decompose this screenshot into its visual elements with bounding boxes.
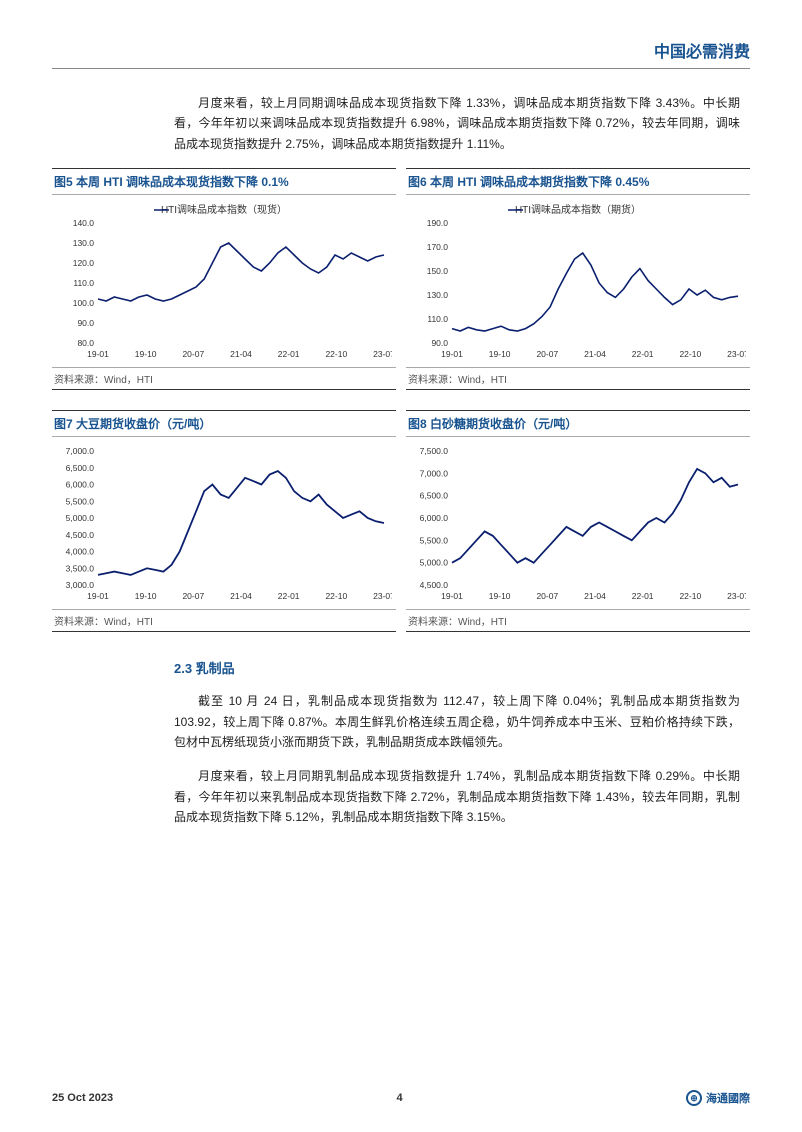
chart-row-1: 图5 本周 HTI 调味品成本现货指数下降 0.1% HTI调味品成本指数（现货… bbox=[52, 168, 750, 390]
svg-text:23-07: 23-07 bbox=[373, 591, 392, 601]
svg-text:22-10: 22-10 bbox=[325, 591, 347, 601]
svg-text:5,000.0: 5,000.0 bbox=[420, 558, 449, 568]
svg-text:19-10: 19-10 bbox=[135, 349, 157, 359]
svg-text:90.0: 90.0 bbox=[77, 318, 94, 328]
svg-text:140.0: 140.0 bbox=[73, 218, 95, 228]
svg-text:20-07: 20-07 bbox=[536, 591, 558, 601]
paragraph-3: 月度来看，较上月同期乳制品成本现货指数提升 1.74%，乳制品成本期货指数下降 … bbox=[174, 766, 740, 827]
svg-text:22-01: 22-01 bbox=[278, 349, 300, 359]
svg-text:21-04: 21-04 bbox=[584, 591, 606, 601]
chart-7-title: 图7 大豆期货收盘价（元/吨） bbox=[52, 411, 396, 437]
svg-text:21-04: 21-04 bbox=[584, 349, 606, 359]
svg-text:19-01: 19-01 bbox=[441, 349, 463, 359]
footer-page-number: 4 bbox=[397, 1092, 403, 1104]
paragraph-1: 月度来看，较上月同期调味品成本现货指数下降 1.33%，调味品成本期货指数下降 … bbox=[174, 93, 740, 154]
svg-text:110.0: 110.0 bbox=[73, 278, 94, 288]
svg-text:19-01: 19-01 bbox=[441, 591, 463, 601]
svg-text:HTI调味品成本指数（期货）: HTI调味品成本指数（期货） bbox=[515, 203, 641, 216]
page-header-title: 中国必需消费 bbox=[52, 38, 750, 62]
chart-7-svg: 3,000.0 3,500.0 4,000.0 4,500.0 5,000.0 5,500… bbox=[56, 443, 392, 603]
svg-text:22-01: 22-01 bbox=[632, 349, 654, 359]
chart-5: 图5 本周 HTI 调味品成本现货指数下降 0.1% HTI调味品成本指数（现货… bbox=[52, 168, 396, 390]
svg-text:5,500.0: 5,500.0 bbox=[66, 496, 95, 506]
footer-date: 25 Oct 2023 bbox=[52, 1092, 113, 1104]
svg-text:6,000.0: 6,000.0 bbox=[420, 513, 449, 523]
paragraph-2: 截至 10 月 24 日，乳制品成本现货指数为 112.47，较上周下降 0.0… bbox=[174, 691, 740, 752]
svg-text:20-07: 20-07 bbox=[182, 591, 204, 601]
svg-text:5,500.0: 5,500.0 bbox=[420, 536, 449, 546]
svg-text:19-01: 19-01 bbox=[87, 349, 109, 359]
svg-text:110.0: 110.0 bbox=[427, 314, 448, 324]
svg-text:3,500.0: 3,500.0 bbox=[66, 563, 95, 573]
chart-7: 图7 大豆期货收盘价（元/吨） 3,000.0 3,500.0 4,000.0 4,5… bbox=[52, 410, 396, 632]
svg-text:7,000.0: 7,000.0 bbox=[420, 469, 449, 479]
svg-text:22-01: 22-01 bbox=[632, 591, 654, 601]
svg-text:HTI调味品成本指数（现货）: HTI调味品成本指数（现货） bbox=[161, 203, 287, 216]
svg-text:22-10: 22-10 bbox=[679, 349, 701, 359]
svg-text:80.0: 80.0 bbox=[77, 338, 94, 348]
svg-text:190.0: 190.0 bbox=[427, 218, 449, 228]
svg-text:6,000.0: 6,000.0 bbox=[66, 480, 95, 490]
haitong-logo-icon: ⊕ bbox=[686, 1090, 702, 1106]
svg-text:20-07: 20-07 bbox=[182, 349, 204, 359]
svg-text:120.0: 120.0 bbox=[73, 258, 95, 268]
svg-text:6,500.0: 6,500.0 bbox=[66, 463, 95, 473]
svg-text:3,000.0: 3,000.0 bbox=[66, 580, 95, 590]
chart-6-svg: HTI调味品成本指数（期货） 90.0 110.0 130.0 150.0 170.0 19… bbox=[410, 201, 746, 361]
chart-5-source: 资料来源：Wind，HTI bbox=[52, 367, 396, 390]
svg-text:4,500.0: 4,500.0 bbox=[420, 580, 449, 590]
svg-text:19-01: 19-01 bbox=[87, 591, 109, 601]
svg-text:130.0: 130.0 bbox=[427, 290, 449, 300]
footer-brand: ⊕ 海通國際 bbox=[686, 1090, 750, 1106]
svg-text:19-10: 19-10 bbox=[489, 591, 511, 601]
svg-text:22-10: 22-10 bbox=[325, 349, 347, 359]
svg-text:23-07: 23-07 bbox=[727, 349, 746, 359]
chart-8-title: 图8 白砂糖期货收盘价（元/吨） bbox=[406, 411, 750, 437]
chart-8: 图8 白砂糖期货收盘价（元/吨） 4,500.0 5,000.0 5,500.0 6,… bbox=[406, 410, 750, 632]
chart-5-title: 图5 本周 HTI 调味品成本现货指数下降 0.1% bbox=[52, 169, 396, 195]
svg-text:23-07: 23-07 bbox=[727, 591, 746, 601]
chart-row-2: 图7 大豆期货收盘价（元/吨） 3,000.0 3,500.0 4,000.0 4,5… bbox=[52, 410, 750, 632]
header-divider bbox=[52, 68, 750, 69]
chart-5-svg: HTI调味品成本指数（现货） 80.0 90.0 100.0 110.0 120.0 130… bbox=[56, 201, 392, 361]
svg-text:7,000.0: 7,000.0 bbox=[66, 446, 95, 456]
svg-text:4,500.0: 4,500.0 bbox=[66, 530, 95, 540]
svg-text:21-04: 21-04 bbox=[230, 349, 252, 359]
svg-text:21-04: 21-04 bbox=[230, 591, 252, 601]
chart-6-source: 资料来源：Wind，HTI bbox=[406, 367, 750, 390]
svg-text:7,500.0: 7,500.0 bbox=[420, 446, 449, 456]
chart-6-title: 图6 本周 HTI 调味品成本期货指数下降 0.45% bbox=[406, 169, 750, 195]
section-heading-2-3: 2.3 乳制品 bbox=[174, 658, 750, 677]
svg-text:19-10: 19-10 bbox=[489, 349, 511, 359]
svg-text:23-07: 23-07 bbox=[373, 349, 392, 359]
svg-text:22-10: 22-10 bbox=[679, 591, 701, 601]
svg-text:22-01: 22-01 bbox=[278, 591, 300, 601]
svg-text:130.0: 130.0 bbox=[73, 238, 95, 248]
svg-text:4,000.0: 4,000.0 bbox=[66, 547, 95, 557]
svg-text:19-10: 19-10 bbox=[135, 591, 157, 601]
svg-text:5,000.0: 5,000.0 bbox=[66, 513, 95, 523]
chart-7-source: 资料来源：Wind，HTI bbox=[52, 609, 396, 632]
svg-text:150.0: 150.0 bbox=[427, 266, 449, 276]
chart-8-svg: 4,500.0 5,000.0 5,500.0 6,000.0 6,500.0 7,000… bbox=[410, 443, 746, 603]
page-footer: 25 Oct 2023 4 ⊕ 海通國際 bbox=[52, 1090, 750, 1106]
svg-text:170.0: 170.0 bbox=[427, 242, 449, 252]
chart-6: 图6 本周 HTI 调味品成本期货指数下降 0.45% HTI调味品成本指数（期… bbox=[406, 168, 750, 390]
svg-text:90.0: 90.0 bbox=[431, 338, 448, 348]
chart-8-source: 资料来源：Wind，HTI bbox=[406, 609, 750, 632]
svg-text:100.0: 100.0 bbox=[73, 298, 95, 308]
footer-brand-text: 海通國際 bbox=[706, 1090, 750, 1106]
svg-text:20-07: 20-07 bbox=[536, 349, 558, 359]
svg-text:6,500.0: 6,500.0 bbox=[420, 491, 449, 501]
